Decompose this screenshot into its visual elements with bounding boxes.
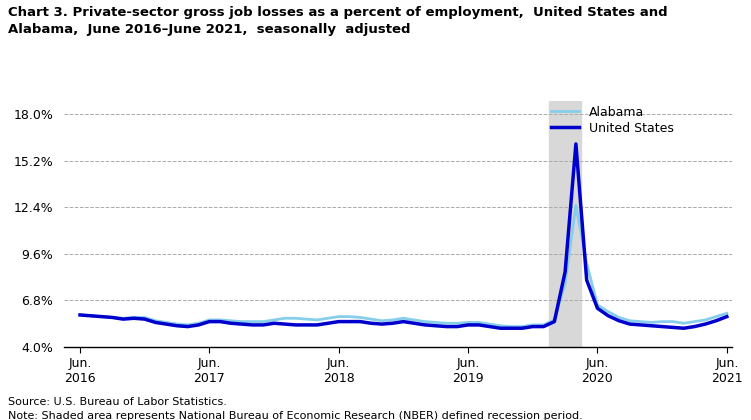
Text: Chart 3. Private-sector gross job losses as a percent of employment,  United Sta: Chart 3. Private-sector gross job losses…: [8, 6, 667, 19]
Text: Note: Shaded area represents National Bureau of Economic Research (NBER) defined: Note: Shaded area represents National Bu…: [8, 411, 582, 420]
Legend: Alabama, United States: Alabama, United States: [547, 101, 679, 140]
Text: Source: U.S. Bureau of Labor Statistics.: Source: U.S. Bureau of Labor Statistics.: [8, 397, 226, 407]
Bar: [549, 101, 581, 346]
Text: Alabama,  June 2016–June 2021,  seasonally  adjusted: Alabama, June 2016–June 2021, seasonally…: [8, 23, 410, 36]
